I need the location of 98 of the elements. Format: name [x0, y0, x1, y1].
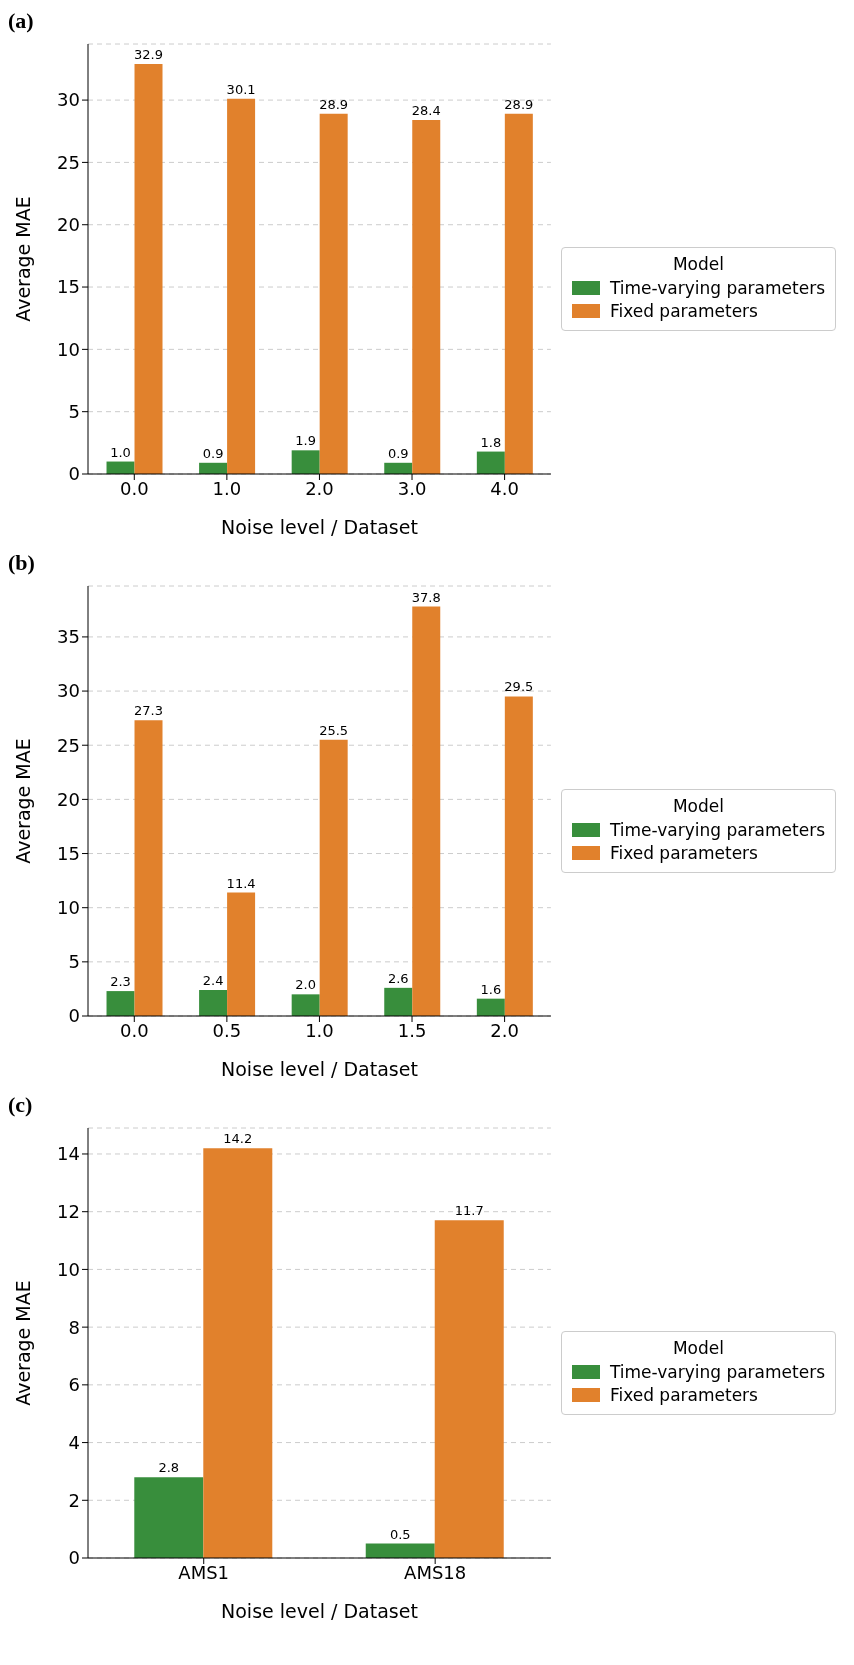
bar — [291, 450, 320, 474]
y-tick-label: 15 — [57, 276, 80, 298]
data-label: 11.7 — [454, 1203, 484, 1219]
x-tick-label: 2.0 — [305, 477, 334, 499]
data-label: 2.0 — [295, 977, 317, 993]
x-tick-label: 0.0 — [119, 477, 149, 499]
bar — [203, 1148, 273, 1558]
data-label: 37.8 — [411, 589, 441, 605]
x-axis-title: Noise level / Dataset — [221, 1058, 418, 1080]
bar — [476, 998, 505, 1016]
data-label: 0.9 — [387, 445, 409, 461]
y-tick-label: 10 — [57, 338, 80, 360]
x-tick-label: AMS18 — [404, 1561, 467, 1583]
y-tick-label: 15 — [57, 842, 80, 864]
y-tick-label: 14 — [57, 1143, 80, 1165]
bar — [134, 720, 163, 1016]
bar — [134, 1477, 204, 1558]
y-tick-label: 4 — [68, 1431, 80, 1453]
bar — [384, 987, 413, 1016]
data-label: 1.6 — [480, 981, 502, 997]
data-label: 1.8 — [480, 434, 502, 450]
bar — [134, 63, 163, 474]
y-axis-title: Average MAE — [11, 1280, 34, 1406]
y-tick-label: 25 — [57, 151, 80, 173]
y-tick-label: 20 — [57, 788, 80, 810]
y-axis-title: Average MAE — [11, 196, 34, 322]
y-tick-label: 10 — [57, 897, 80, 919]
legend-title: Model — [671, 254, 725, 274]
y-tick-label: 2 — [68, 1489, 80, 1511]
y-tick-label: 12 — [57, 1201, 80, 1223]
data-label: 25.5 — [319, 722, 349, 738]
x-tick-label: 1.0 — [212, 477, 242, 499]
x-tick-label: 1.5 — [397, 1019, 427, 1041]
data-label: 32.9 — [134, 46, 163, 62]
y-tick-label: 6 — [68, 1374, 80, 1396]
bar — [412, 606, 441, 1016]
data-label: 1.9 — [295, 433, 317, 449]
y-tick-label: 25 — [57, 734, 80, 756]
x-tick-label: 0.5 — [212, 1019, 242, 1041]
legend-title: Model — [671, 1338, 725, 1358]
y-tick-label: 20 — [57, 214, 80, 236]
x-axis-title: Noise level / Dataset — [221, 1600, 418, 1622]
data-label: 11.4 — [226, 875, 256, 891]
y-tick-label: 10 — [57, 1258, 80, 1280]
x-tick-label: 2.0 — [490, 1019, 519, 1041]
bar — [434, 1220, 504, 1558]
data-label: 2.4 — [202, 973, 224, 989]
y-tick-label: 0 — [68, 1547, 80, 1569]
chart-title: (b) — [8, 550, 36, 576]
bar — [199, 990, 228, 1016]
data-label: 2.6 — [387, 970, 409, 986]
data-label: 1.0 — [110, 444, 131, 460]
x-axis-title: Noise level / Dataset — [221, 516, 418, 538]
x-tick-label: 0.0 — [119, 1019, 149, 1041]
bar — [227, 98, 256, 474]
bar — [504, 113, 533, 474]
y-axis-title: Average MAE — [11, 738, 34, 864]
bar — [504, 696, 533, 1016]
bar — [319, 739, 348, 1016]
x-tick-label: 1.0 — [305, 1019, 334, 1041]
data-label: 29.5 — [504, 679, 534, 695]
data-label: 0.9 — [202, 445, 224, 461]
data-label: 27.3 — [134, 703, 163, 719]
y-tick-label: 5 — [68, 951, 80, 973]
data-label: 28.9 — [319, 96, 349, 112]
legend-label: Fixed parameters — [609, 1385, 758, 1405]
legend-label: Time-varying parameters — [609, 278, 825, 298]
bar — [365, 1543, 435, 1558]
data-label: 2.8 — [158, 1460, 180, 1476]
data-label: 14.2 — [223, 1131, 253, 1147]
y-tick-label: 0 — [68, 1005, 80, 1027]
legend-label: Time-varying parameters — [609, 1362, 825, 1382]
bar — [476, 451, 505, 474]
y-tick-label: 8 — [68, 1316, 80, 1338]
bar — [319, 113, 348, 474]
y-tick-label: 30 — [57, 680, 80, 702]
data-label: 28.9 — [504, 96, 534, 112]
data-label: 0.5 — [389, 1526, 411, 1542]
y-tick-label: 0 — [68, 463, 80, 485]
legend-label: Fixed parameters — [609, 301, 758, 321]
bar — [227, 892, 256, 1016]
data-label: 28.4 — [411, 103, 441, 119]
bar — [106, 991, 135, 1016]
chart-title: (c) — [8, 1092, 34, 1118]
y-tick-label: 5 — [68, 401, 80, 423]
chart-title: (a) — [8, 8, 35, 34]
x-tick-label: 3.0 — [397, 477, 427, 499]
y-tick-label: 30 — [57, 89, 80, 111]
bar — [291, 994, 320, 1016]
y-tick-label: 35 — [57, 626, 80, 648]
legend-label: Time-varying parameters — [609, 820, 825, 840]
x-tick-label: AMS1 — [178, 1561, 230, 1583]
legend-title: Model — [671, 796, 725, 816]
data-label: 30.1 — [226, 81, 256, 97]
bar — [412, 120, 441, 474]
data-label: 2.3 — [110, 974, 131, 990]
x-tick-label: 4.0 — [490, 477, 519, 499]
legend-label: Fixed parameters — [609, 843, 758, 863]
